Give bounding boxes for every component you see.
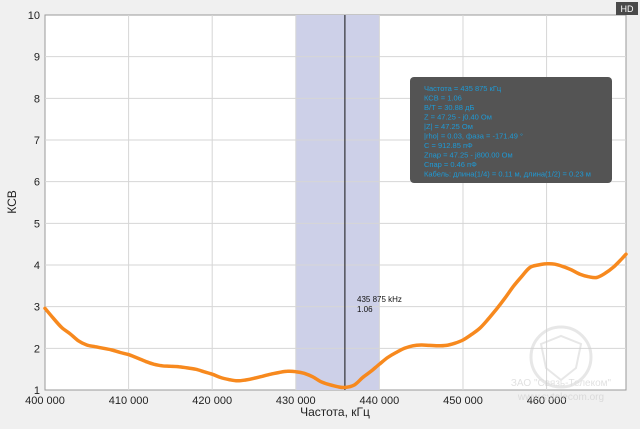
x-tick-label: 400 000 — [25, 395, 65, 407]
y-tick-label: 3 — [34, 302, 40, 314]
info-line: Zпар = 47.25 - j800.00 Ом — [424, 151, 513, 160]
y-tick-label: 1 — [34, 385, 40, 397]
x-tick-label: 420 000 — [192, 395, 232, 407]
y-tick-label: 8 — [34, 93, 40, 105]
info-line: В/Т = 30.88 дБ — [424, 103, 474, 112]
hd-badge-label: HD — [621, 4, 634, 14]
cursor-label-vswr: 1.06 — [357, 305, 373, 314]
info-line: |rho| = 0.03, фаза = -171.49 ° — [424, 132, 523, 141]
y-tick-label: 9 — [34, 52, 40, 64]
info-line: Кабель: длина(1/4) = 0.11 м, длина(1/2) … — [424, 170, 591, 179]
y-axis-title: КСВ — [5, 190, 19, 214]
highlight-band — [295, 15, 380, 390]
x-tick-label: 460 000 — [527, 395, 567, 407]
y-tick-label: 6 — [34, 177, 40, 189]
x-tick-label: 410 000 — [109, 395, 149, 407]
y-tick-label: 2 — [34, 343, 40, 355]
info-line: Частота = 435 875 кГц — [424, 84, 502, 93]
y-tick-label: 4 — [34, 260, 40, 272]
hd-badge[interactable]: HD — [616, 2, 638, 15]
watermark: ЗАО "Связь-Телеком" www.svtelecom.org — [511, 325, 612, 403]
info-box-background — [410, 77, 612, 183]
x-tick-label: 440 000 — [360, 395, 400, 407]
watermark-url: www.svtelecom.org — [517, 392, 604, 403]
hd-badge-background — [616, 2, 638, 15]
x-axis-title: Частота, кГц — [300, 405, 370, 419]
info-line: |Z| = 47.25 Ом — [424, 122, 473, 131]
x-tick-label: 450 000 — [443, 395, 483, 407]
info-line: C = 912.85 пФ — [424, 141, 473, 150]
y-tick-label: 10 — [28, 10, 40, 22]
y-tick-label: 5 — [34, 218, 40, 230]
info-line: КСВ = 1.06 — [424, 94, 462, 103]
y-tick-label: 7 — [34, 135, 40, 147]
x-tick-label: 430 000 — [276, 395, 316, 407]
watermark-emblem-icon — [529, 325, 593, 389]
watermark-shield-icon — [539, 334, 583, 382]
cursor-label-frequency: 435 875 kHz — [357, 295, 402, 304]
info-line: Cпар = 0.46 пФ — [424, 160, 477, 169]
watermark-company: ЗАО "Связь-Телеком" — [511, 378, 612, 389]
vswr-curve — [43, 252, 628, 390]
info-line: Z = 47.25 - j0.40 Ом — [424, 113, 492, 122]
